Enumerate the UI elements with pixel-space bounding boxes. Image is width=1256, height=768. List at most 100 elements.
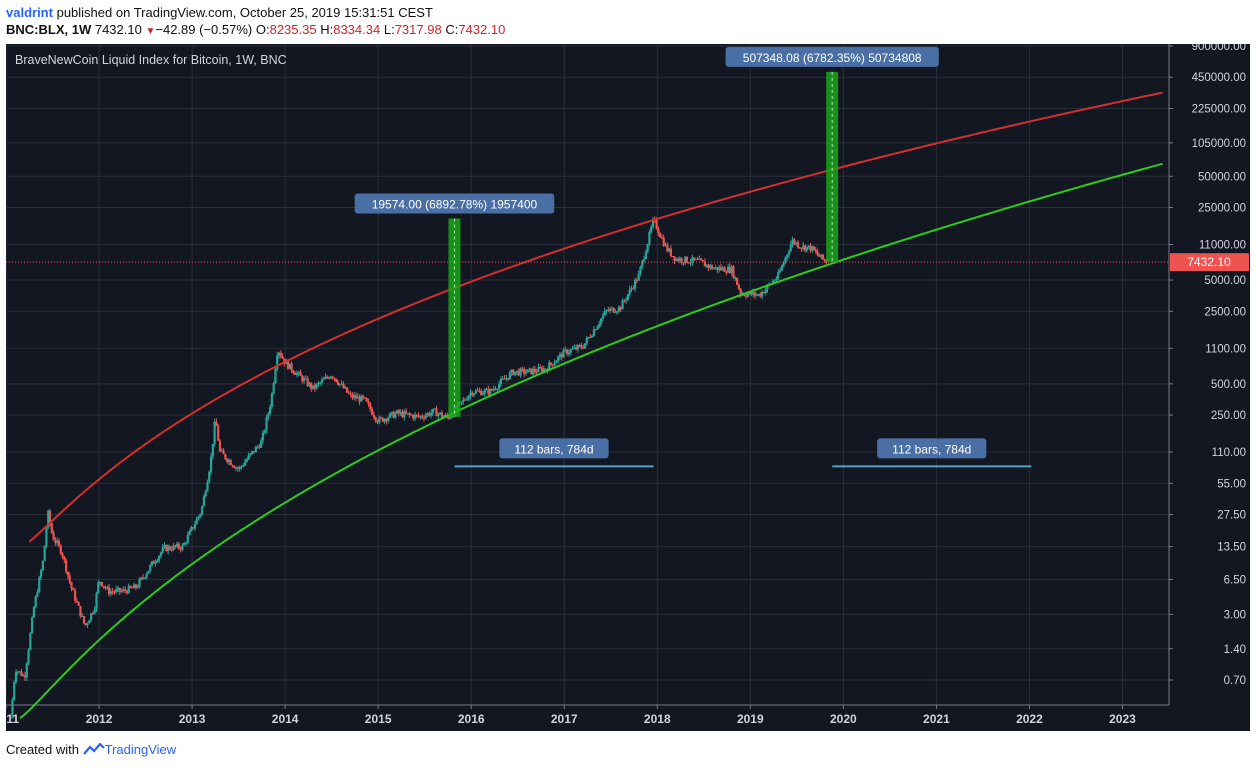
y-tick-label: 250.00 [1211,410,1246,422]
candle-up [644,252,647,260]
candle-up [161,547,164,553]
candle-up [267,413,270,418]
candle-up [532,368,535,375]
candle-up [773,280,776,282]
candle-up [120,590,123,592]
candle-up [562,349,565,358]
candle-down [349,393,352,395]
candle-down [737,284,740,289]
candle-up [197,516,200,519]
candle-down [685,256,689,263]
candle-down [421,416,424,418]
candle-up [467,395,470,400]
y-tick-label: 11000.00 [1199,240,1246,252]
candle-down [59,545,62,554]
candle-down [422,417,426,419]
candle-down [54,539,57,543]
candle-up [583,343,587,349]
candle-down [20,671,23,676]
candle-down [517,370,520,376]
author-link[interactable]: valdrint [6,5,53,20]
chart-area[interactable]: 900000.00 450000.00 225000.00 105000.00 5000… [6,44,1250,731]
candle-up [394,413,397,418]
candle-down [131,587,134,589]
candle-down [141,577,145,579]
candle-up [297,372,300,374]
tradingview-brand-link[interactable]: TradingView [104,742,177,757]
candle-up [508,372,511,380]
y-tick-label: 50000.00 [1198,171,1246,183]
candle-up [18,671,21,673]
candle-up [621,300,624,310]
close-value: 7432.10 [458,22,506,37]
candle-up [220,450,223,452]
candle-up [167,546,170,552]
candle-down [560,354,563,358]
candle-up [93,608,96,614]
candle-down [812,246,816,251]
candle-down [279,352,282,357]
candle-up [319,382,322,384]
candle-down [370,409,374,415]
candle-up [13,681,16,700]
candle-down [759,293,762,297]
candle-down [192,527,195,529]
candle-up [426,413,429,416]
candle-up [413,414,417,419]
candle-up [43,545,46,561]
price-chart-svg[interactable]: 900000.00 450000.00 225000.00 105000.00 5000… [6,44,1250,731]
candle-down [129,585,132,588]
last-price-tag [1170,253,1249,272]
candle-up [344,387,347,389]
candle-down [52,532,55,540]
candle-down [401,412,404,418]
candle-up [601,315,604,319]
candle-down [566,349,569,355]
candle-up [648,231,651,245]
candle-down [701,260,705,262]
candle-up [592,329,596,336]
candle-up [240,466,243,468]
candle-up [449,416,452,419]
candle-up [14,672,18,682]
candle-up [526,369,529,373]
candle-down [607,310,610,312]
candle-up [390,411,393,414]
candle-up [424,415,427,419]
candle-up [47,510,50,528]
candle-up [115,589,118,592]
candle-up [116,587,120,590]
candle-down [623,300,626,302]
candle-down [821,254,825,260]
candle-down [540,367,544,372]
candle-down [476,390,479,392]
candle-down [693,257,696,260]
candle-down [823,259,826,261]
x-tick-label: 2013 [179,712,206,726]
x-tick-label: 2018 [644,712,671,726]
candle-up [97,582,100,593]
candle-up [263,430,266,434]
candle-up [542,368,545,372]
candle-up [276,355,279,369]
candle-down [66,571,70,576]
candle-down [544,368,547,370]
candle-up [175,543,179,547]
candle-down [696,259,699,261]
candle-down [222,450,225,455]
candle-up [322,378,325,380]
candle-up [637,273,640,281]
lower-curve-line [19,162,1163,719]
candle-up [469,392,472,396]
candle-up [667,248,671,252]
candle-up [195,518,198,525]
candle-up [268,407,272,414]
candle-down [732,266,735,278]
candle-down [113,591,116,593]
candle-up [757,293,760,295]
candle-down [299,372,302,376]
candle-up [727,266,730,273]
candle-up [25,663,28,678]
candle-up [41,560,44,571]
candle-down [48,510,52,524]
